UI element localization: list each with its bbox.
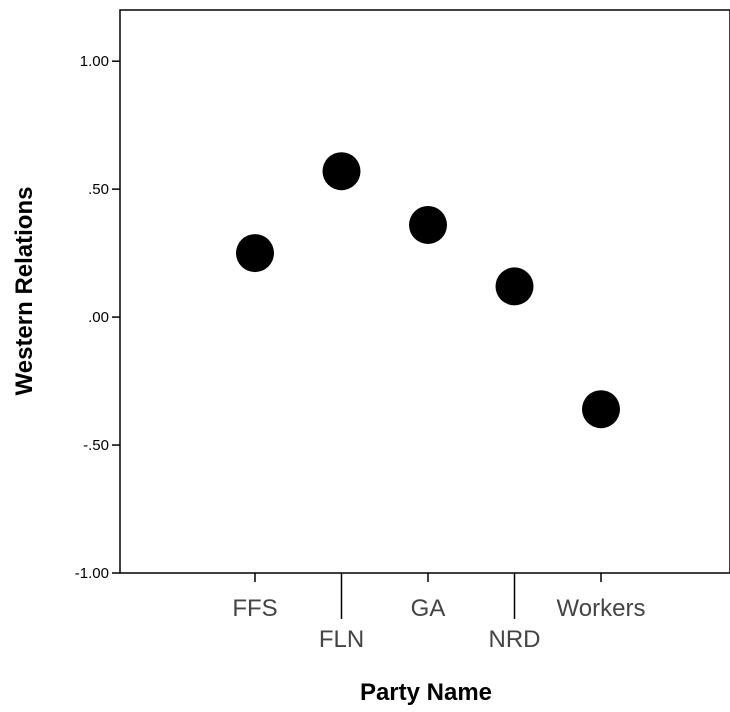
data-point (495, 267, 534, 306)
y-tick-label: -.50 (83, 437, 109, 454)
data-point (409, 205, 447, 244)
y-axis: 1.00 .50 .00 -.50 -1.00 (75, 53, 120, 582)
data-point (582, 390, 620, 429)
y-tick-label: -1.00 (75, 565, 109, 582)
x-tick-label: GA (411, 595, 446, 622)
x-tick-label: FLN (319, 626, 364, 653)
x-axis: FFS FLN GA NRD Workers (232, 573, 645, 653)
x-tick-label: Workers (557, 595, 646, 622)
y-tick-label: .50 (88, 181, 109, 198)
data-point (322, 152, 361, 191)
data-points (236, 152, 620, 429)
x-tick-label: FFS (232, 595, 277, 622)
x-tick-label: NRD (489, 626, 541, 653)
x-axis-title: Party Name (360, 679, 492, 706)
y-tick-label: .00 (88, 309, 109, 326)
plot-frame (119, 9, 730, 574)
y-tick-label: 1.00 (80, 53, 109, 70)
y-axis-title: Western Relations (11, 187, 38, 396)
data-point (236, 234, 274, 273)
